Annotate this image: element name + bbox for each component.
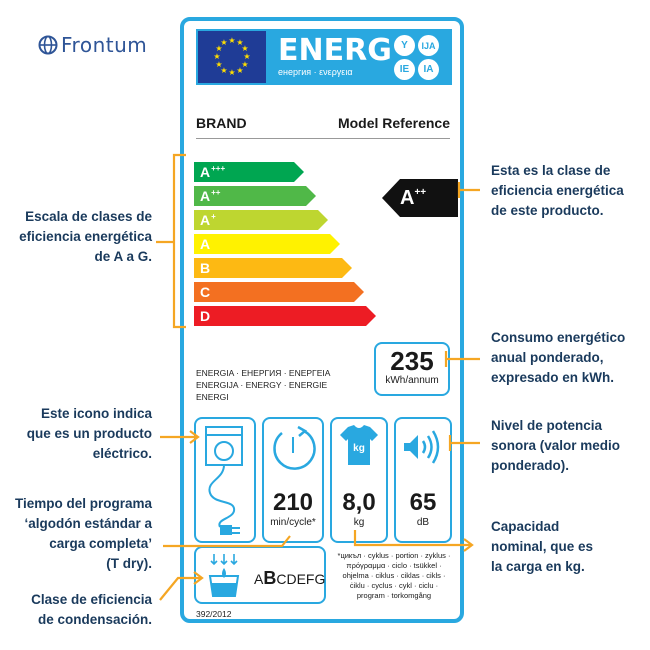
consumption-unit: kWh/annum <box>385 375 439 386</box>
electric-dryer-box <box>194 417 256 543</box>
energy-label: ★ ★ ★ ★ ★ ★ ★ ★ ★ ★ ★ ★ ENERG енергия · ενεργεια… <box>180 17 464 623</box>
svg-text:★: ★ <box>243 52 250 61</box>
clock-icon <box>273 425 316 470</box>
program-time-box: 210 min/cycle* <box>262 417 324 543</box>
class-bar-a-plus-1: A + <box>194 210 328 230</box>
condensation-icon <box>208 554 240 597</box>
consumption-box: 235 kWh/annum <box>374 342 450 396</box>
eu-flag-icon: ★ ★ ★ ★ ★ ★ ★ ★ ★ ★ ★ ★ <box>198 31 266 83</box>
svg-text:★: ★ <box>228 36 235 45</box>
lang-circle: IE <box>394 59 415 80</box>
energy-header: ★ ★ ★ ★ ★ ★ ★ ★ ★ ★ ★ ★ ENERG енергия · ενεργεια… <box>196 29 452 85</box>
annotation-electric: Este icono indica que es un producto eléct… <box>26 406 152 461</box>
class-bar-b: B <box>194 258 352 278</box>
consumption-value: 235 <box>390 346 434 376</box>
annotation-condensation: Clase de eficiencia de condensación. <box>31 592 152 627</box>
speaker-icon <box>404 430 440 464</box>
noise-box: 65 dB <box>394 417 452 543</box>
annotation-program: Tiempo del programa ‘algodón estándar a ca… <box>14 496 152 571</box>
energ-block: ENERG енергия · ενεργεια Y IJA IE IA <box>266 31 450 83</box>
annotation-scale: Escala de clases de eficiencia energética… <box>19 209 152 264</box>
class-bar-a: A <box>194 234 340 254</box>
logo-text: Frontum <box>61 33 148 57</box>
program-time-unit: min/cycle* <box>270 517 316 528</box>
tumble-dryer-icon <box>205 426 243 535</box>
product-class-arrow: A ++ <box>382 179 458 217</box>
tshirt-icon: kg <box>340 425 378 465</box>
svg-text:★: ★ <box>241 60 248 69</box>
class-bar-d: D <box>194 306 376 326</box>
energ-word: ENERG <box>278 33 392 68</box>
class-bar-c: C <box>194 282 364 302</box>
noise-unit: dB <box>416 517 430 528</box>
svg-text:★: ★ <box>236 66 243 75</box>
energy-languages: ENERGIA · ЕНЕРГИЯ · ΕΝΕΡΓΕΙΑ ENERGIJA · … <box>196 368 331 402</box>
globe-icon <box>38 35 58 55</box>
svg-text:★: ★ <box>215 60 222 69</box>
program-time-value: 210 <box>272 489 314 516</box>
regulation-number: 392/2012 <box>196 609 232 619</box>
capacity-box: kg 8,0 kg <box>330 417 388 543</box>
capacity-value: 8,0 <box>342 489 376 516</box>
svg-text:★: ★ <box>220 66 227 75</box>
divider <box>196 138 450 139</box>
class-bar-a-plus-3: A +++ <box>194 162 304 182</box>
annotation-capacity: Capacidad nominal, que es la carga en kg. <box>491 519 594 574</box>
svg-text:★: ★ <box>241 44 248 53</box>
annotation-consumption: Consumo energético anual ponderado, expres… <box>491 330 626 385</box>
condensation-classes: ABCDEFG <box>254 568 326 588</box>
svg-text:★: ★ <box>236 38 243 47</box>
frontum-logo: Frontum <box>38 33 147 57</box>
brand-label: BRAND <box>196 115 247 131</box>
energ-subtitle: енергия · ενεργεια <box>278 67 353 77</box>
model-reference: Model Reference <box>337 115 450 131</box>
svg-text:kg: kg <box>353 443 365 454</box>
annotation-product-class: Esta es la clase de eficiencia energética… <box>491 163 624 218</box>
cycle-languages: *цикъл · cyklus · portion · zyklus · πρό… <box>337 551 451 600</box>
svg-text:★: ★ <box>220 38 227 47</box>
lang-circle: IJA <box>418 35 439 56</box>
noise-value: 65 <box>409 489 437 516</box>
class-bar-a-plus-2: A ++ <box>194 186 316 206</box>
capacity-unit: kg <box>353 517 365 528</box>
lang-circle: IA <box>418 59 439 80</box>
svg-text:★: ★ <box>215 44 222 53</box>
svg-text:★: ★ <box>228 68 235 77</box>
annotation-noise: Nivel de potencia sonora (valor medio pond… <box>491 418 621 473</box>
lang-circle: Y <box>394 35 415 56</box>
svg-text:★: ★ <box>213 52 220 61</box>
